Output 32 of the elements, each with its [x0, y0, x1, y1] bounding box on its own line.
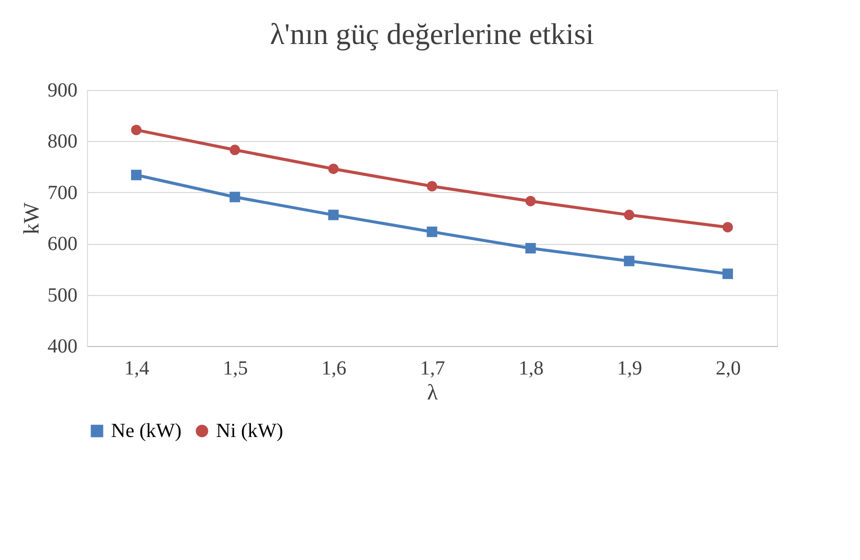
x-tick-label: 1,5 — [222, 358, 248, 380]
legend-label: Ne (kW) — [111, 420, 182, 442]
chart-title: λ'nın güç değerlerine etkisi — [270, 18, 594, 51]
y-tick-label: 900 — [48, 80, 78, 102]
point — [131, 170, 142, 180]
y-tick-label: 500 — [48, 284, 78, 306]
point — [624, 210, 634, 220]
point — [624, 256, 634, 266]
legend-label: Ni (kW) — [216, 420, 284, 442]
point — [525, 242, 536, 254]
x-tick-label: 1,6 — [321, 358, 346, 380]
y-tick-label: 800 — [48, 130, 78, 153]
y-tick-label: 400 — [48, 336, 78, 358]
point — [230, 144, 240, 156]
y-axis-title: kW — [18, 202, 44, 234]
point — [426, 226, 438, 238]
point — [525, 196, 536, 206]
point — [328, 210, 339, 220]
point — [328, 164, 339, 174]
point — [230, 192, 240, 202]
x-axis-title: λ — [427, 380, 438, 404]
x-tick-label: 1,4 — [124, 358, 150, 380]
point — [722, 222, 733, 232]
x-tick-label: 2,0 — [716, 358, 741, 380]
x-tick-label: 1,8 — [518, 358, 544, 380]
y-tick-label: 600 — [48, 233, 78, 256]
x-tick-label: 1,9 — [617, 358, 642, 380]
point — [426, 181, 438, 192]
x-tick-label: 1,7 — [420, 358, 445, 380]
point — [131, 124, 142, 136]
point — [722, 268, 733, 280]
y-tick-label: 700 — [48, 182, 78, 204]
